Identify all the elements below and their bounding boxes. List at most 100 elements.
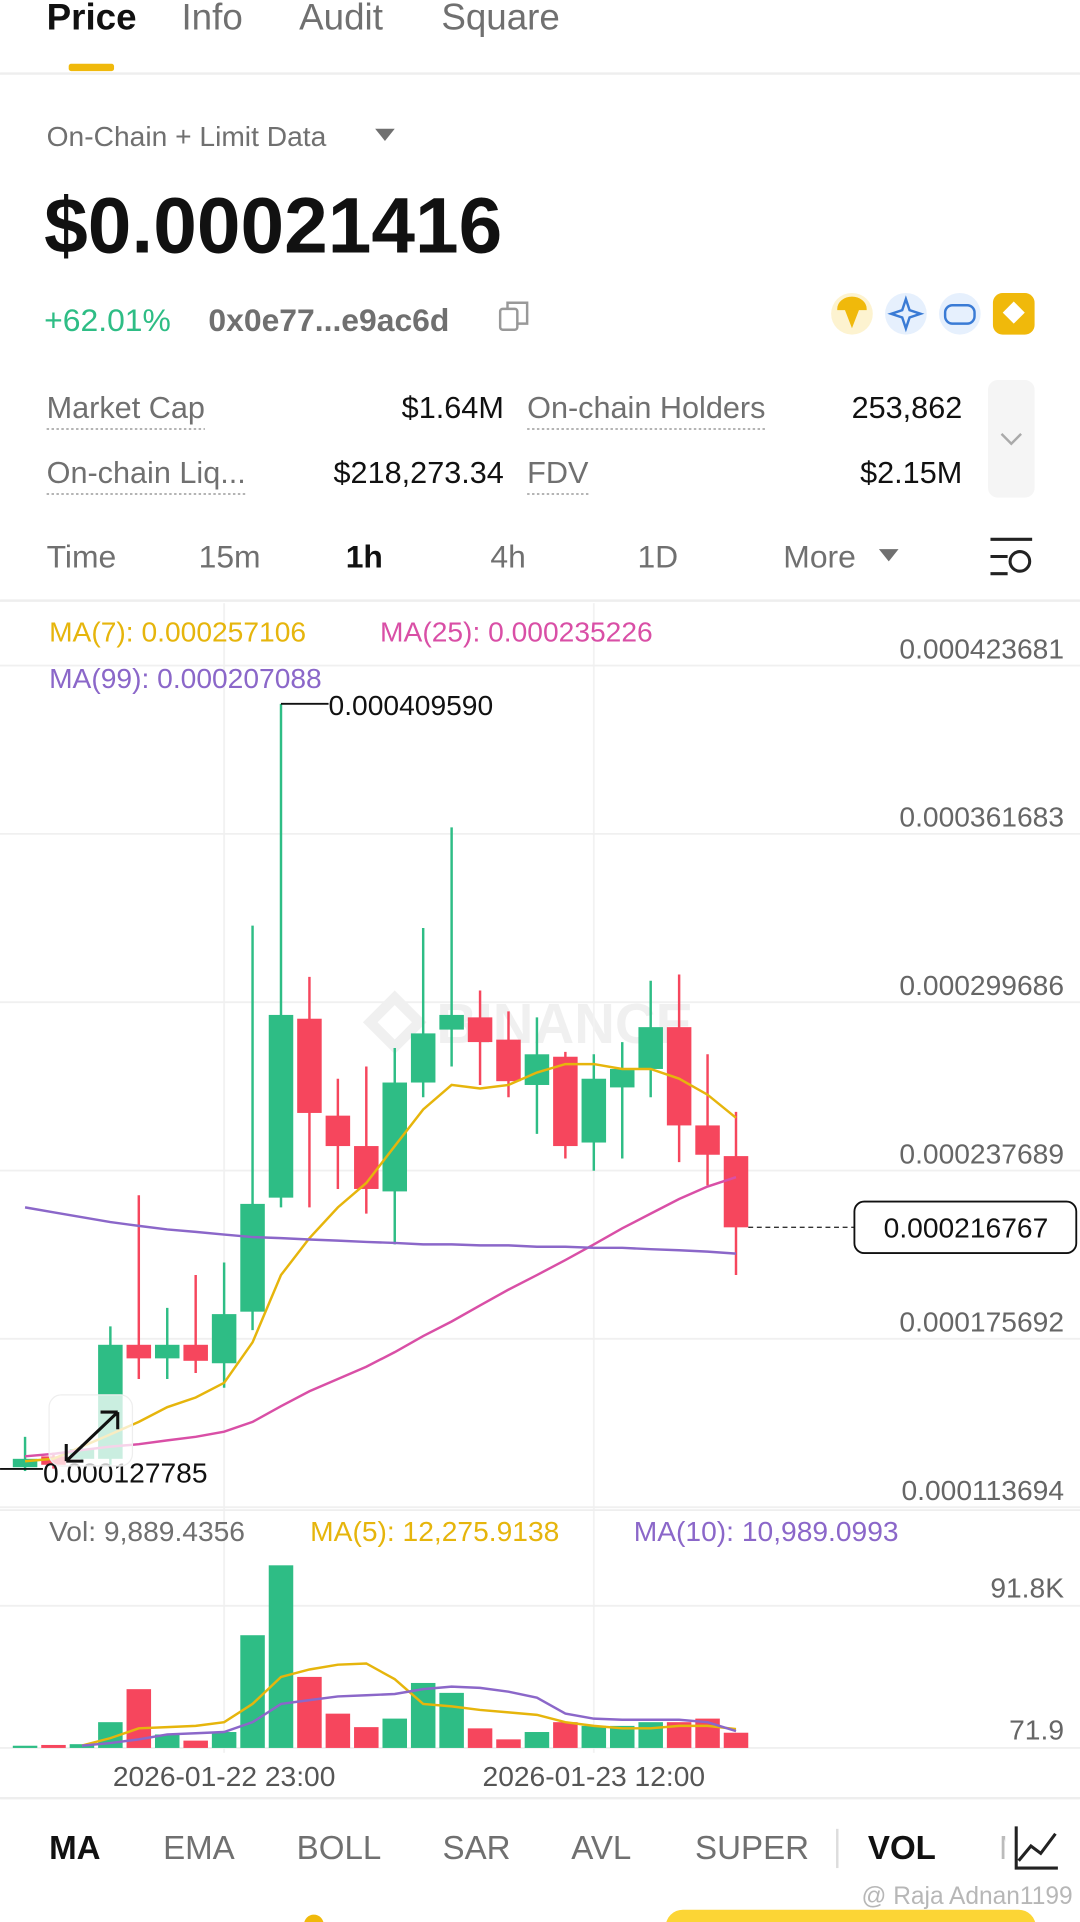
x-tick-label: 2026-01-23 12:00 — [483, 1760, 706, 1792]
candle-body — [410, 1033, 436, 1083]
ma-legend: MA(25): 0.000235226 — [380, 615, 653, 647]
volume-bar — [354, 1727, 379, 1748]
y-tick-label: 0.000299686 — [899, 969, 1064, 1001]
y-tick-label: 91.8K — [990, 1571, 1064, 1603]
chart-settings[interactable] — [990, 537, 1033, 576]
data-source[interactable]: On-Chain + Limit Data — [47, 120, 327, 152]
indicator[interactable]: SUPER — [695, 1830, 809, 1867]
interval[interactable]: 4h — [490, 538, 525, 574]
copy-icon[interactable] — [498, 301, 529, 331]
candle-body — [695, 1125, 720, 1155]
stat-label[interactable]: Market Cap — [47, 391, 205, 425]
interval[interactable]: More — [783, 538, 856, 574]
chart-type-icon[interactable] — [1014, 1826, 1058, 1870]
volume-ma-line — [81, 1685, 737, 1747]
y-tick-label: 71.9 — [1009, 1714, 1064, 1746]
last-price: 0.000216767 — [884, 1211, 1049, 1243]
indicator[interactable]: EMA — [163, 1830, 235, 1867]
volume-bar — [496, 1739, 521, 1748]
candle-body — [439, 1014, 464, 1030]
ma-legend: MA(7): 0.000257106 — [49, 615, 306, 647]
candle-body — [268, 1014, 294, 1198]
dropdown-arrow — [375, 128, 395, 141]
volume-bar — [581, 1725, 607, 1748]
y-tick-label: 0.000423681 — [899, 632, 1064, 664]
candle-body — [126, 1344, 152, 1359]
volume-ma-legend: MA(10): 10,989.0993 — [634, 1515, 899, 1547]
stat-value: $218,273.34 — [334, 456, 504, 490]
volume-bar — [297, 1676, 322, 1748]
indicator[interactable]: MA — [49, 1830, 101, 1867]
stat-label[interactable]: On-chain Holders — [527, 391, 765, 425]
last-price-box — [853, 1200, 1078, 1254]
ma-legend: MA(99): 0.000207088 — [49, 662, 322, 694]
candle-body — [325, 1115, 351, 1147]
dropdown-arrow — [878, 549, 899, 562]
indicator[interactable]: SAR — [443, 1830, 511, 1867]
volume-bar — [240, 1635, 265, 1748]
ma-line — [24, 1176, 737, 1458]
fullscreen-icon — [64, 1410, 120, 1463]
expand-stats[interactable] — [988, 379, 1035, 498]
high-label: 0.000409590 — [329, 689, 494, 721]
interval[interactable]: 1D — [637, 538, 678, 574]
action-button[interactable] — [666, 1909, 1036, 1922]
candle-body — [581, 1078, 607, 1143]
y-tick-label: 0.000113694 — [901, 1474, 1064, 1506]
interval[interactable]: 15m — [199, 538, 261, 574]
tab[interactable]: Price — [47, 0, 137, 38]
volume-bar — [723, 1732, 749, 1748]
fullscreen-button[interactable] — [48, 1394, 134, 1467]
candle-body — [638, 1027, 663, 1069]
stat-value: $2.15M — [860, 456, 962, 490]
indicator[interactable]: VOL — [868, 1830, 936, 1867]
volume-bar — [553, 1722, 578, 1748]
badges — [831, 292, 1035, 335]
chevron — [1000, 433, 1022, 446]
address: 0x0e77...e9ac6d — [208, 302, 449, 338]
volume-bar — [154, 1734, 180, 1748]
candle-body — [240, 1203, 265, 1312]
volume-bar — [325, 1713, 351, 1748]
price: $0.00021416 — [44, 182, 502, 270]
stat-label[interactable]: FDV — [527, 456, 589, 490]
interval[interactable]: Time — [47, 538, 117, 574]
candle-body — [154, 1344, 180, 1359]
volume-ma-legend: MA(5): 12,275.9138 — [310, 1515, 559, 1547]
candle-body — [467, 1017, 493, 1043]
ma-line — [24, 1062, 737, 1463]
y-tick-label: 0.000361683 — [899, 801, 1064, 833]
watermark: @ Raja Adnan1199 — [862, 1883, 1073, 1910]
volume-bar — [183, 1740, 208, 1748]
volume-bar — [41, 1744, 66, 1748]
volume-bar — [638, 1722, 663, 1748]
candle-body — [553, 1056, 578, 1147]
candle-body — [211, 1314, 237, 1364]
volume-bar — [524, 1732, 550, 1748]
volume-bar — [211, 1732, 237, 1748]
indicator[interactable]: BOLL — [297, 1830, 382, 1867]
tab[interactable]: Square — [441, 0, 560, 38]
stat-value: $1.64M — [402, 391, 504, 425]
tab[interactable]: Info — [181, 0, 242, 38]
volume-bar — [467, 1728, 493, 1748]
volume-bar — [12, 1745, 38, 1748]
indicator[interactable]: AVL — [571, 1830, 631, 1867]
interval[interactable]: 1h — [346, 538, 383, 574]
candle-body — [723, 1156, 749, 1228]
stat-label[interactable]: On-chain Liq... — [47, 456, 246, 490]
volume-bar — [69, 1744, 95, 1748]
volume-bar — [410, 1682, 436, 1748]
volume-bar — [609, 1725, 635, 1748]
volume-bar — [268, 1565, 294, 1748]
change: +62.01% — [44, 302, 171, 338]
volume-bar — [382, 1718, 408, 1748]
candle-body — [297, 1018, 322, 1113]
handle — [304, 1914, 324, 1922]
x-tick-label: 2026-01-22 23:00 — [113, 1760, 336, 1792]
tab[interactable]: Audit — [299, 0, 383, 38]
